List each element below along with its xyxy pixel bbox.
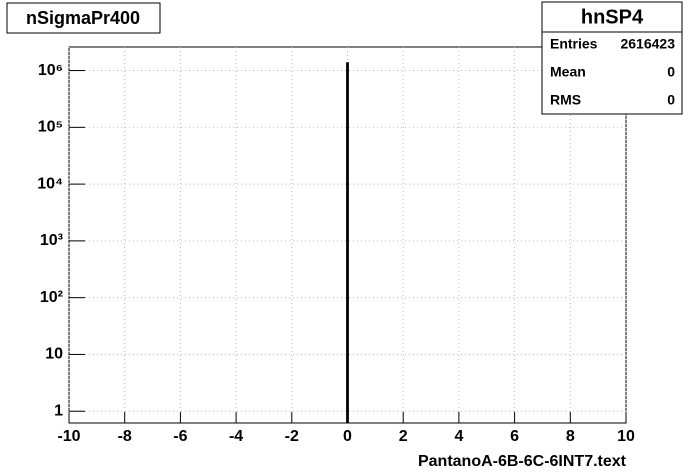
stats-frame xyxy=(541,1,683,115)
x-tick-label: -2 xyxy=(285,428,299,445)
chart-title: nSigmaPr400 xyxy=(26,8,140,28)
stats-label: Mean xyxy=(550,64,586,80)
x-tick-label: -10 xyxy=(57,428,80,445)
y-tick-label: 10 xyxy=(45,346,63,363)
x-axis-label: PantanoA-6B-6C-6INT7.text xyxy=(418,453,627,470)
title-box xyxy=(6,2,161,34)
x-tick-label: 8 xyxy=(566,428,575,445)
x-tick-label: 10 xyxy=(617,428,635,445)
x-tick-label: 0 xyxy=(343,428,352,445)
y-tick-label: 10² xyxy=(40,289,63,306)
stats-title: hnSP4 xyxy=(581,6,644,28)
y-tick-label: 10⁶ xyxy=(38,62,63,79)
x-tick-label: -8 xyxy=(118,428,132,445)
stats-value: 2616423 xyxy=(620,36,675,52)
x-tick-label: -4 xyxy=(229,428,243,445)
y-tick-label: 10³ xyxy=(40,232,63,249)
x-tick-label: 2 xyxy=(399,428,408,445)
stats-value: 0 xyxy=(667,92,675,108)
x-tick-label: 4 xyxy=(454,428,463,445)
y-tick-label: 10⁴ xyxy=(37,175,63,192)
stats-label: Entries xyxy=(550,36,598,52)
stats-box: hnSP4 Entries 2616423 Mean 0 RMS 0 xyxy=(541,1,683,115)
x-tick-label: 6 xyxy=(510,428,519,445)
stats-label: RMS xyxy=(550,92,581,108)
stats-value: 0 xyxy=(667,64,675,80)
histogram-bar xyxy=(346,62,349,423)
y-tick-label: 1 xyxy=(54,402,63,419)
x-tick-label: -6 xyxy=(173,428,187,445)
y-tick-label: 10⁵ xyxy=(38,119,63,136)
